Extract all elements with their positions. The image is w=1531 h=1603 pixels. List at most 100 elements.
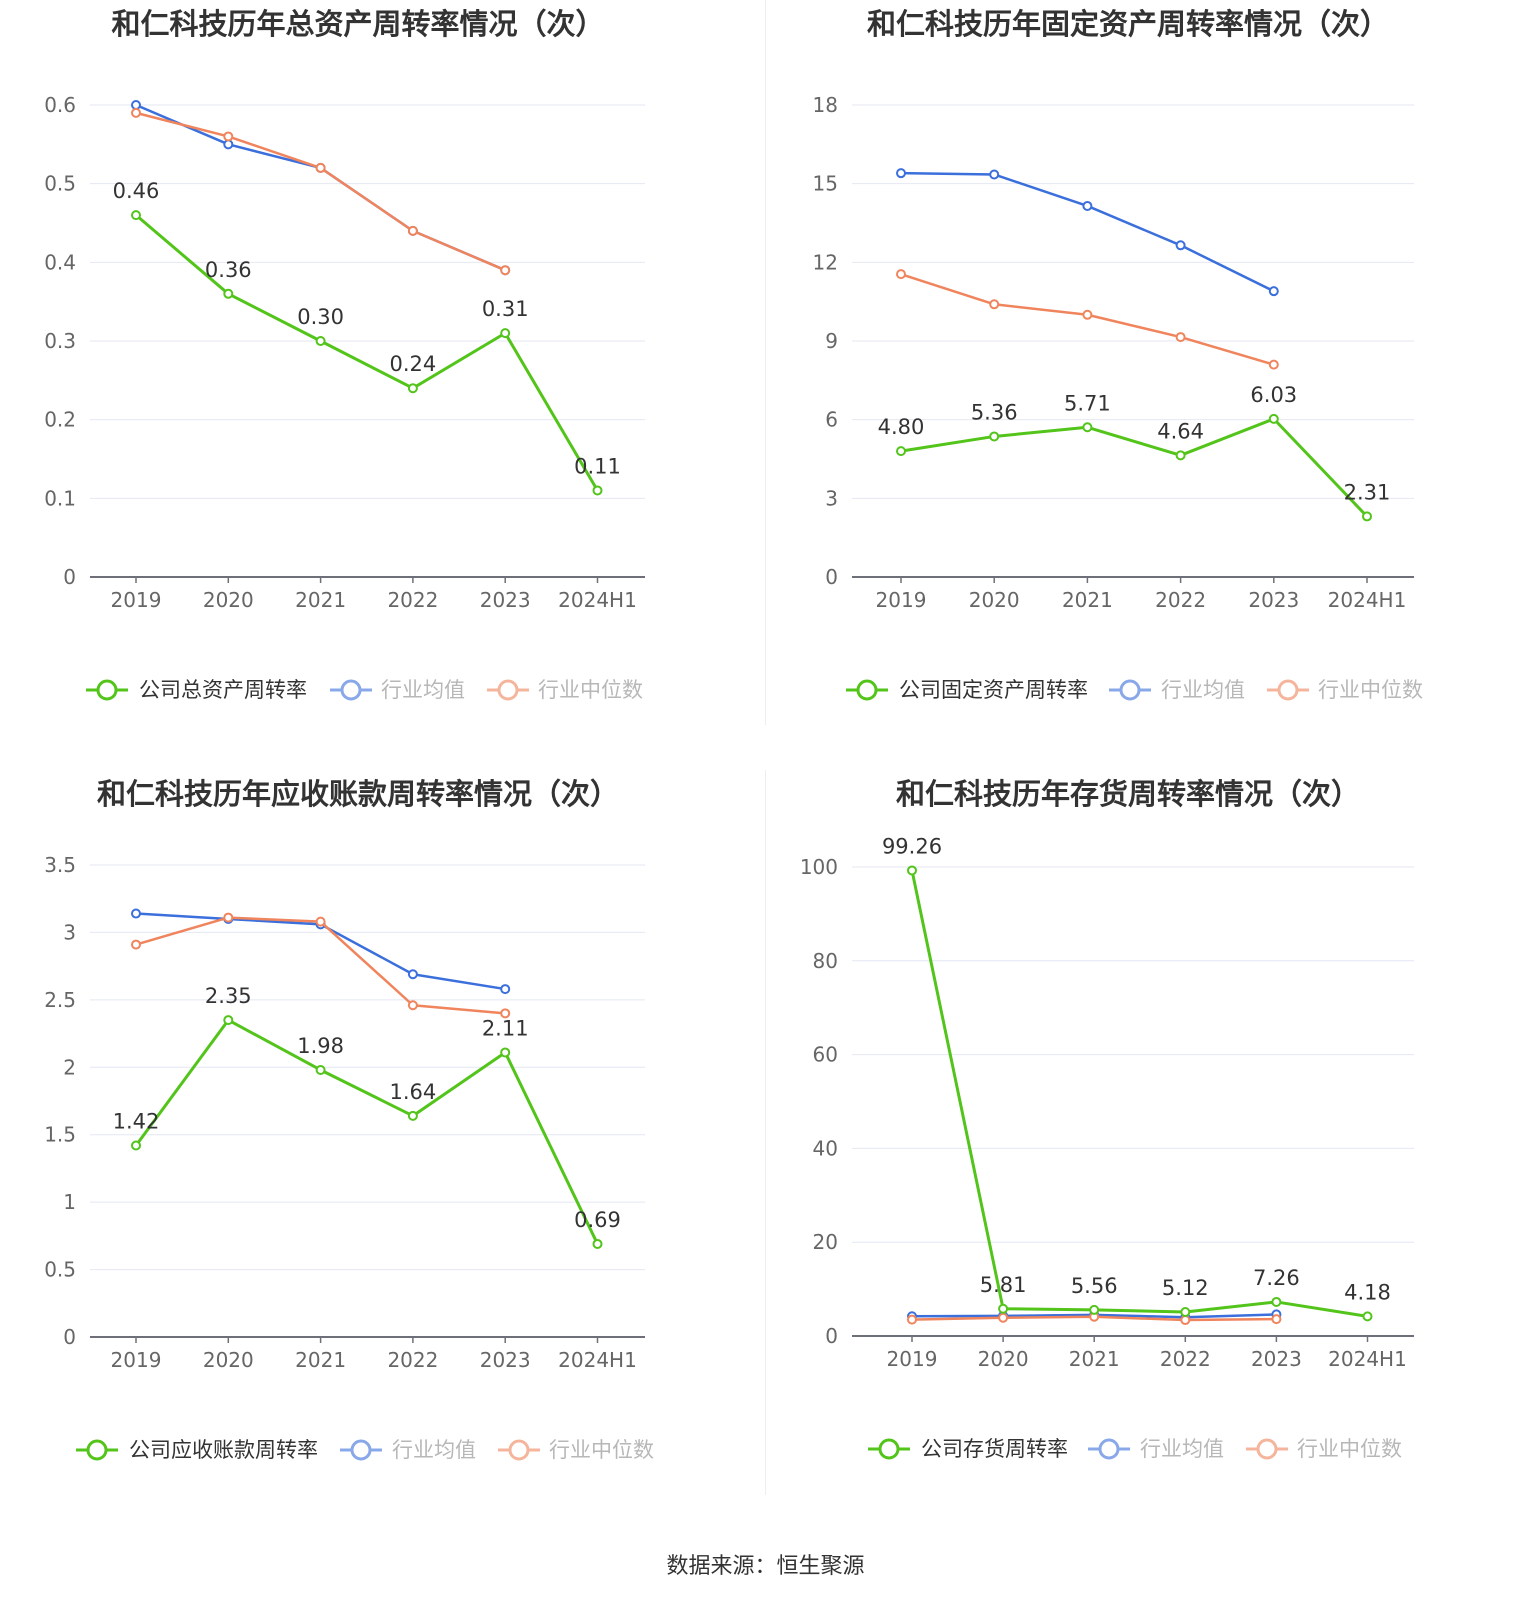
y-tick-label: 0.5 — [44, 1258, 76, 1282]
legend-label: 公司固定资产周转率 — [899, 678, 1088, 702]
data-label: 5.12 — [1162, 1276, 1209, 1300]
chart-total-asset-turnover: 和仁科技历年总资产周转率情况（次） 0 0.1 0.2 0.3 0.4 0.5 0.6 2019… — [0, 0, 765, 770]
x-tick-label: 2020 — [978, 1347, 1029, 1371]
x-tick-label: 2020 — [969, 588, 1020, 612]
x-tick-label: 2021 — [295, 1348, 346, 1372]
chart-svg: 和仁科技历年总资产周转率情况（次） 0 0.1 0.2 0.3 0.4 0.5 0.6 2019… — [44, 7, 645, 702]
legend-label: 行业中位数 — [538, 678, 643, 702]
data-point-avg — [896, 168, 906, 179]
legend-marker — [1119, 679, 1141, 701]
chart-title: 和仁科技历年总资产周转率情况（次） — [111, 7, 604, 41]
x-tick-label: 2021 — [1062, 588, 1113, 612]
y-tick-label: 0 — [825, 1324, 838, 1348]
legend-label: 公司应收账款周转率 — [129, 1438, 318, 1462]
legend-item-avg: 行业均值 — [1088, 1437, 1224, 1461]
legend-label: 行业中位数 — [549, 1438, 654, 1462]
x-tick-label: 2020 — [203, 588, 254, 612]
y-tick-label: 0.1 — [44, 486, 76, 510]
chart-title: 和仁科技历年应收账款周转率情况（次） — [97, 777, 619, 811]
x-tick-label: 2022 — [387, 1348, 438, 1372]
data-point-median — [131, 107, 141, 118]
legend-item-avg: 行业均值 — [1109, 678, 1245, 702]
data-point-median — [1175, 332, 1186, 343]
data-label: 7.26 — [1253, 1266, 1300, 1290]
data-label: 5.81 — [980, 1273, 1027, 1297]
data-label: 4.80 — [878, 415, 925, 439]
data-point-company — [1089, 1304, 1100, 1315]
data-point-avg — [1082, 200, 1093, 211]
data-point-avg — [989, 169, 1000, 180]
data-point-company — [592, 485, 603, 496]
data-point-median — [315, 162, 326, 173]
x-tick-label: 2024H1 — [1328, 588, 1407, 612]
data-point-company — [500, 1047, 511, 1058]
data-point-median — [1082, 309, 1093, 320]
data-point-median — [998, 1312, 1009, 1323]
y-tick-label: 2.5 — [44, 988, 76, 1012]
y-tick-label: 3.5 — [44, 853, 76, 877]
data-point-median — [500, 265, 511, 276]
legend-label: 行业中位数 — [1297, 1437, 1402, 1461]
x-tick-label: 2023 — [480, 1348, 531, 1372]
data-point-company — [315, 1064, 326, 1075]
data-point-avg — [407, 969, 418, 980]
legend-item-company: 公司应收账款周转率 — [76, 1438, 318, 1462]
chart-svg: 和仁科技历年存货周转率情况（次） 0 20 40 60 80 100 2019 2020 2021… — [800, 777, 1414, 1461]
data-label: 0.24 — [390, 352, 437, 376]
data-point-median — [1180, 1315, 1191, 1326]
data-point-company — [315, 336, 326, 346]
chart-inventory-turnover: 和仁科技历年存货周转率情况（次） 0 20 40 60 80 100 2019 2020 2021… — [766, 770, 1531, 1540]
data-label: 2.11 — [482, 1016, 529, 1040]
series-line-avg — [900, 171, 1275, 293]
x-tick-label: 2024H1 — [558, 588, 637, 612]
y-tick-label: 0.3 — [44, 329, 76, 353]
series-line-company — [135, 213, 599, 492]
legend-label: 行业中位数 — [1318, 678, 1423, 702]
data-point-avg — [500, 984, 511, 995]
data-label: 0.31 — [482, 297, 529, 321]
chart-svg: 和仁科技历年固定资产周转率情况（次） 0 3 6 9 12 15 18 2019 2020 2021… — [813, 7, 1423, 702]
y-tick-label: 1 — [63, 1190, 76, 1214]
legend-item-median: 行业中位数 — [498, 1438, 654, 1462]
legend-item-company: 公司总资产周转率 — [86, 678, 307, 702]
y-tick-label: 3 — [825, 486, 838, 510]
series-line-company — [910, 870, 1368, 1318]
data-point-company — [896, 446, 906, 457]
legend-item-company: 公司固定资产周转率 — [846, 678, 1088, 702]
data-point-company — [592, 1238, 603, 1249]
x-tick-label: 2021 — [1069, 1347, 1120, 1371]
data-source: 数据来源：恒生聚源 — [0, 1548, 1531, 1580]
y-tick-label: 3 — [63, 920, 76, 944]
x-tick-label: 2022 — [1155, 588, 1206, 612]
legend-label: 公司总资产周转率 — [139, 678, 307, 702]
data-point-median — [1268, 359, 1279, 370]
data-point-median — [315, 916, 326, 927]
data-point-median — [500, 1008, 511, 1019]
data-point-company — [1180, 1306, 1191, 1317]
data-label: 2.35 — [205, 984, 252, 1008]
data-point-company — [907, 865, 917, 876]
legend-marker — [340, 679, 362, 701]
data-label: 99.26 — [882, 834, 942, 858]
legend-marker — [878, 1438, 900, 1460]
y-tick-label: 12 — [813, 250, 838, 274]
y-tick-label: 6 — [825, 408, 838, 432]
x-tick-label: 2022 — [1160, 1347, 1211, 1371]
y-tick-label: 0.2 — [44, 408, 76, 432]
data-label: 6.03 — [1250, 383, 1297, 407]
data-label: 1.64 — [390, 1080, 437, 1104]
data-point-median — [407, 225, 418, 236]
data-point-avg — [1175, 240, 1186, 251]
y-tick-label: 15 — [813, 172, 838, 196]
data-point-median — [223, 912, 234, 923]
y-tick-label: 60 — [813, 1043, 838, 1067]
x-tick-label: 2022 — [387, 588, 438, 612]
data-point-avg — [131, 100, 141, 110]
legend-marker — [96, 679, 118, 701]
data-point-company — [500, 328, 511, 339]
x-tick-label: 2023 — [1251, 1347, 1302, 1371]
data-label: 4.64 — [1157, 419, 1204, 443]
data-point-company — [1268, 413, 1279, 424]
data-point-company — [131, 210, 141, 221]
chart-receivables-turnover: 和仁科技历年应收账款周转率情况（次） 0 0.5 1 1.5 2 2.5 3 3.5 2019 20… — [0, 770, 765, 1540]
